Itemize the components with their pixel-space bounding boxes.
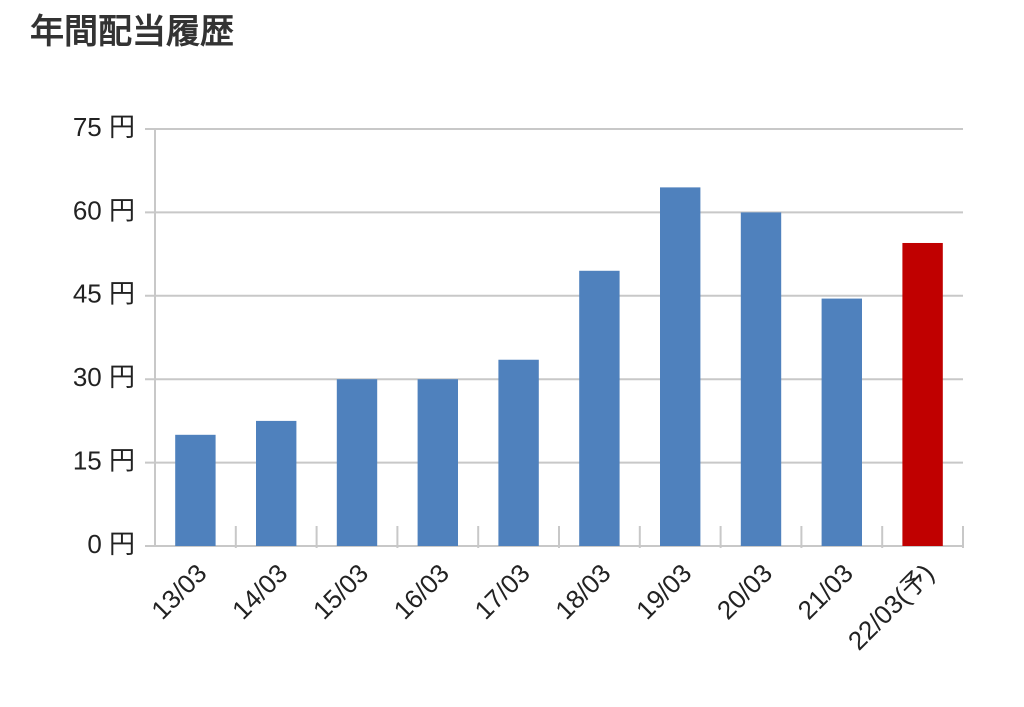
bar: [821, 298, 862, 546]
y-tick-label: 75 円: [73, 112, 135, 142]
bar: [336, 379, 378, 546]
y-tick-label: 30 円: [73, 362, 135, 392]
x-tick-label: 14/03: [226, 558, 293, 625]
bar: [740, 212, 782, 546]
bar: [660, 187, 701, 546]
x-tick-label: 15/03: [307, 558, 374, 625]
y-tick-label: 45 円: [73, 279, 135, 309]
y-tick-label: 60 円: [73, 195, 135, 225]
bar: [417, 379, 458, 546]
y-tick-label: 15 円: [73, 445, 135, 475]
bar: [498, 359, 539, 546]
chart-title: 年間配当履歴: [30, 13, 234, 51]
x-tick-label: 21/03: [792, 558, 859, 625]
bar: [175, 434, 216, 546]
bar: [256, 420, 297, 546]
x-tick-label: 22/03(予): [842, 558, 940, 656]
x-tick-label: 18/03: [549, 558, 616, 625]
x-tick-label: 16/03: [388, 558, 455, 625]
bar: [902, 242, 943, 547]
x-tick-label: 17/03: [468, 558, 535, 625]
x-tick-label: 19/03: [630, 558, 697, 625]
x-tick-label: 20/03: [711, 558, 778, 625]
bar: [579, 270, 620, 546]
x-tick-label: 13/03: [145, 558, 212, 625]
y-tick-label: 0 円: [87, 529, 135, 559]
